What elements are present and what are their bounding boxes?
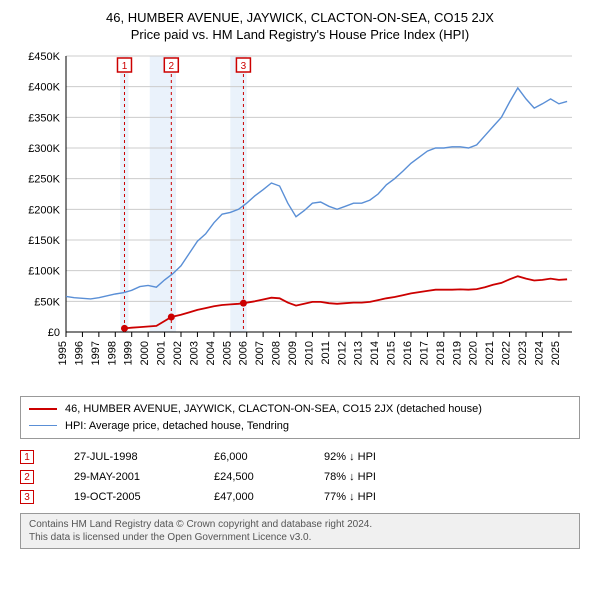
svg-text:2008: 2008 <box>271 341 283 365</box>
chart-title: 46, HUMBER AVENUE, JAYWICK, CLACTON-ON-S… <box>10 10 590 25</box>
svg-text:2002: 2002 <box>172 341 184 365</box>
svg-text:2017: 2017 <box>418 341 430 365</box>
svg-text:2014: 2014 <box>369 341 381 365</box>
legend-label: 46, HUMBER AVENUE, JAYWICK, CLACTON-ON-S… <box>65 401 482 418</box>
sales-diff: 78% ↓ HPI <box>324 471 414 483</box>
title-block: 46, HUMBER AVENUE, JAYWICK, CLACTON-ON-S… <box>0 0 600 48</box>
sales-table: 1 27-JUL-1998 £6,000 92% ↓ HPI 2 29-MAY-2001 £… <box>20 447 580 507</box>
sales-row: 3 19-OCT-2005 £47,000 77% ↓ HPI <box>20 487 580 507</box>
svg-text:2006: 2006 <box>238 341 250 365</box>
sales-date: 29-MAY-2001 <box>74 471 174 483</box>
legend-item: HPI: Average price, detached house, Tend… <box>29 418 571 435</box>
svg-text:3: 3 <box>241 61 247 72</box>
sales-marker: 3 <box>20 490 34 504</box>
svg-text:2001: 2001 <box>156 341 168 365</box>
svg-text:2025: 2025 <box>550 341 562 365</box>
legend-item: 46, HUMBER AVENUE, JAYWICK, CLACTON-ON-S… <box>29 401 571 418</box>
svg-text:2020: 2020 <box>468 341 480 365</box>
svg-text:1998: 1998 <box>106 341 118 365</box>
sales-marker: 2 <box>20 470 34 484</box>
legend-swatch <box>29 425 57 426</box>
svg-text:£100K: £100K <box>28 266 60 278</box>
svg-text:2016: 2016 <box>402 341 414 365</box>
svg-text:£250K: £250K <box>28 174 60 186</box>
svg-text:2004: 2004 <box>205 341 217 365</box>
svg-text:1997: 1997 <box>90 341 102 365</box>
legend-label: HPI: Average price, detached house, Tend… <box>65 418 289 435</box>
sales-price: £6,000 <box>214 451 284 463</box>
svg-text:2000: 2000 <box>139 341 151 365</box>
footer-line-2: This data is licensed under the Open Gov… <box>29 531 571 544</box>
svg-text:2012: 2012 <box>336 341 348 365</box>
sales-row: 2 29-MAY-2001 £24,500 78% ↓ HPI <box>20 467 580 487</box>
svg-text:£50K: £50K <box>34 296 60 308</box>
footer-attribution: Contains HM Land Registry data © Crown c… <box>20 513 580 549</box>
sales-row: 1 27-JUL-1998 £6,000 92% ↓ HPI <box>20 447 580 467</box>
svg-text:2009: 2009 <box>287 341 299 365</box>
sales-diff: 77% ↓ HPI <box>324 491 414 503</box>
svg-text:2022: 2022 <box>501 341 513 365</box>
chart-area: £0 £50K £100K £150K £200K £250K £300K £350K £400… <box>20 48 580 388</box>
chart-subtitle: Price paid vs. HM Land Registry's House … <box>10 27 590 42</box>
svg-text:2021: 2021 <box>484 341 496 365</box>
svg-text:1999: 1999 <box>123 341 135 365</box>
sales-diff: 92% ↓ HPI <box>324 451 414 463</box>
svg-text:2007: 2007 <box>254 341 266 365</box>
svg-text:£450K: £450K <box>28 51 60 63</box>
chart-svg: £0 £50K £100K £150K £200K £250K £300K £350K £400… <box>20 48 580 388</box>
svg-text:2018: 2018 <box>435 341 447 365</box>
sales-date: 19-OCT-2005 <box>74 491 174 503</box>
svg-text:£200K: £200K <box>28 204 60 216</box>
svg-text:2023: 2023 <box>517 341 529 365</box>
svg-text:2005: 2005 <box>221 341 233 365</box>
svg-text:£150K: £150K <box>28 235 60 247</box>
sales-date: 27-JUL-1998 <box>74 451 174 463</box>
legend: 46, HUMBER AVENUE, JAYWICK, CLACTON-ON-S… <box>20 396 580 439</box>
chart-container: 46, HUMBER AVENUE, JAYWICK, CLACTON-ON-S… <box>0 0 600 549</box>
sales-price: £24,500 <box>214 471 284 483</box>
svg-text:2015: 2015 <box>386 341 398 365</box>
svg-text:2010: 2010 <box>303 341 315 365</box>
svg-text:2011: 2011 <box>320 341 332 365</box>
svg-text:2024: 2024 <box>533 341 545 365</box>
svg-text:£0: £0 <box>48 327 60 339</box>
svg-text:2003: 2003 <box>188 341 200 365</box>
svg-text:£350K: £350K <box>28 112 60 124</box>
svg-text:£400K: £400K <box>28 82 60 94</box>
svg-text:1: 1 <box>122 61 128 72</box>
svg-text:1995: 1995 <box>57 341 69 365</box>
legend-swatch <box>29 408 57 410</box>
footer-line-1: Contains HM Land Registry data © Crown c… <box>29 518 571 531</box>
sales-marker: 1 <box>20 450 34 464</box>
svg-text:2019: 2019 <box>451 341 463 365</box>
svg-text:£300K: £300K <box>28 143 60 155</box>
svg-text:2: 2 <box>169 61 175 72</box>
svg-text:2013: 2013 <box>353 341 365 365</box>
sales-price: £47,000 <box>214 491 284 503</box>
svg-text:1996: 1996 <box>73 341 85 365</box>
